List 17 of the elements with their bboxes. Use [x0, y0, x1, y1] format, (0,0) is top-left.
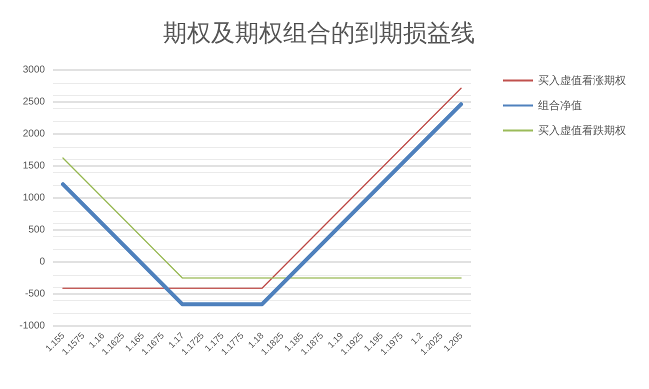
y-tick-label: 0	[39, 256, 46, 268]
y-tick-label: 500	[28, 224, 46, 236]
y-tick-label: 3000	[22, 64, 46, 76]
y-tick-label: 2000	[22, 128, 46, 140]
legend-label: 买入虚值看跌期权	[538, 124, 626, 137]
legend-label: 买入虚值看涨期权	[538, 74, 626, 87]
y-tick-label: 1000	[22, 192, 46, 204]
y-tick-label: 1500	[22, 160, 46, 172]
y-tick-label: 2500	[22, 96, 46, 108]
x-tick-label: 1.2	[408, 330, 425, 346]
line-series	[62, 88, 462, 289]
chart-title: 期权及期权组合的到期损益线	[163, 19, 475, 47]
legend-label: 组合净值	[538, 99, 582, 112]
y-tick-label: -1000	[19, 320, 46, 332]
y-tick-label: -500	[24, 288, 46, 300]
line-series	[62, 157, 462, 279]
line-series	[60, 102, 464, 306]
